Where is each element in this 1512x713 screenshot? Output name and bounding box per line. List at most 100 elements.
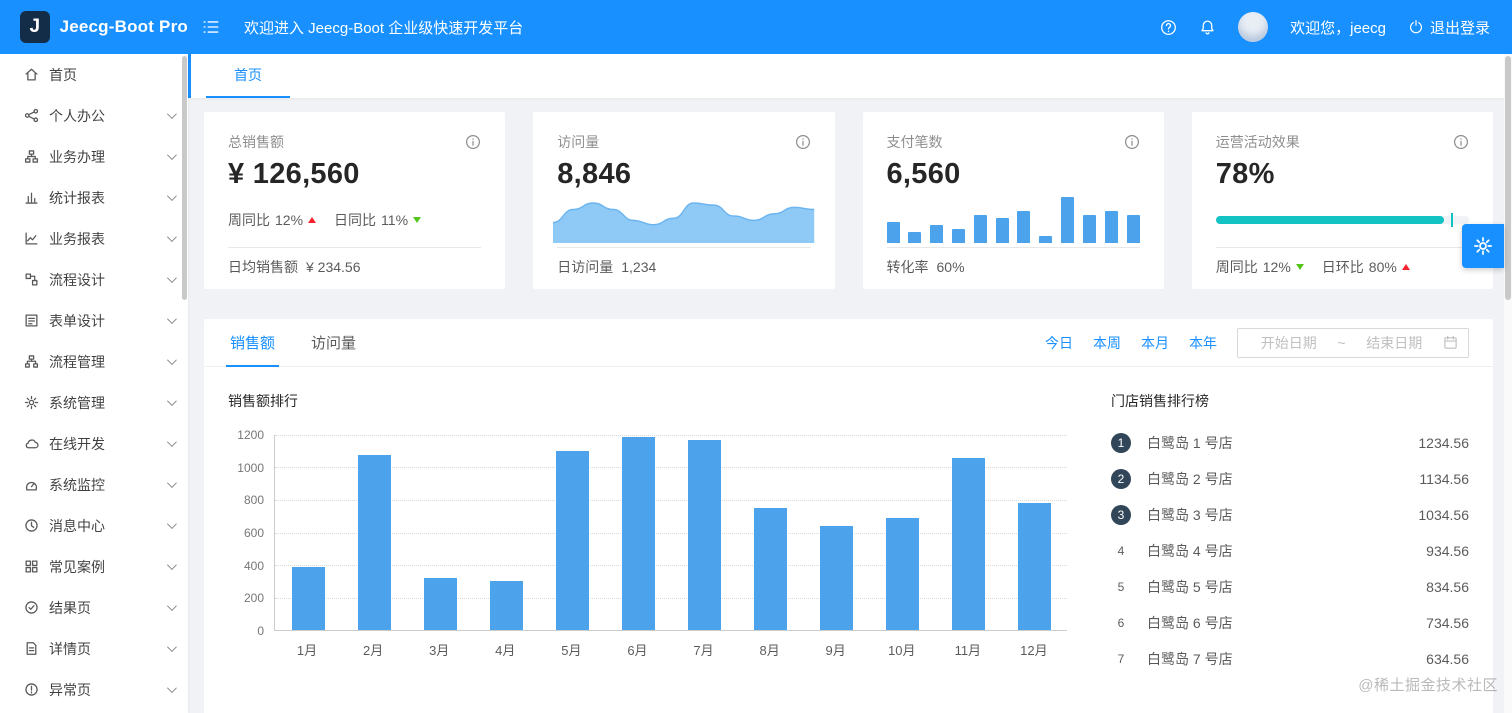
range-link-year[interactable]: 本年	[1189, 334, 1217, 351]
panel-body: 销售额排行 0 200 400 600 800 1000 1200 1月 2月 3月 4月 5月 6月…	[204, 367, 1493, 701]
sidebar-item-online-dev[interactable]: 在线开发	[0, 423, 188, 464]
payments-mini-bar	[1104, 211, 1118, 243]
sidebar-item-personal-office[interactable]: 个人办公	[0, 95, 188, 136]
sales-bar[interactable]	[885, 517, 919, 630]
page-scrollbar-thumb[interactable]	[1505, 56, 1511, 300]
sales-bar[interactable]	[489, 581, 523, 630]
bell-icon[interactable]	[1199, 19, 1216, 36]
sidebar-item-business-handle[interactable]: 业务办理	[0, 136, 188, 177]
card-value: ¥ 126,560	[228, 158, 360, 190]
ranking-row: 1 白鹭岛 1 号店 1234.56	[1111, 425, 1469, 461]
sidebar-item-label: 流程管理	[49, 353, 105, 370]
card-title: 总销售额	[228, 134, 284, 150]
logout-label: 退出登录	[1429, 19, 1490, 37]
stat-card-payments: 支付笔数 6,560 转化率 60%	[862, 112, 1164, 289]
stat-card-activity-effect: 运营活动效果 78% 周同比 12%	[1191, 112, 1493, 289]
collapse-menu-icon[interactable]	[202, 18, 220, 36]
x-tick-label: 12月	[1020, 643, 1048, 658]
tab-home[interactable]: 首页	[206, 54, 290, 98]
sidebar-item-label: 系统管理	[49, 394, 105, 411]
info-icon[interactable]	[795, 134, 811, 150]
range-link-week[interactable]: 本周	[1093, 334, 1121, 351]
grid-icon	[24, 559, 39, 574]
x-tick-label: 5月	[561, 643, 582, 658]
sales-bar[interactable]	[291, 566, 325, 630]
sidebar-item-message-center[interactable]: 消息中心	[0, 505, 188, 546]
help-icon[interactable]	[1160, 19, 1177, 36]
sales-bar[interactable]	[951, 457, 985, 630]
store-sales-value: 934.56	[1426, 543, 1469, 559]
page-scrollbar[interactable]	[1504, 54, 1512, 713]
footer-label: 日均销售额	[228, 259, 298, 275]
sales-bar[interactable]	[1017, 503, 1051, 630]
range-link-today[interactable]: 今日	[1045, 334, 1073, 351]
date-separator: ~	[1337, 334, 1346, 351]
caret-up-icon	[1401, 264, 1410, 270]
sidebar-item-process-design[interactable]: 流程设计	[0, 259, 188, 300]
avatar[interactable]	[1238, 12, 1269, 42]
x-tick-label: 10月	[888, 643, 916, 658]
trend-week-compare: 周同比 12%	[1216, 257, 1304, 277]
panel-tabs: 销售额 访问量	[212, 319, 374, 367]
stat-card-visits: 访问量 8,846 日访问量 1,234	[533, 112, 835, 289]
sidebar-item-business-report[interactable]: 业务报表	[0, 218, 188, 259]
chevron-down-icon	[166, 109, 177, 120]
sales-bar[interactable]	[819, 526, 853, 630]
panel-header: 销售额 访问量 今日 本周 本月 本年 开始日期 ~ 结束日期	[204, 319, 1493, 367]
sidebar-item-result-page[interactable]: 结果页	[0, 587, 188, 628]
sidebar-item-label: 首页	[49, 66, 77, 83]
chevron-down-icon	[166, 519, 177, 530]
main-content: 首页 总销售额 ¥ 126,560 周同比 12%	[188, 54, 1512, 713]
sales-bar[interactable]	[753, 508, 787, 630]
info-icon[interactable]	[465, 134, 481, 150]
sales-bar[interactable]	[555, 451, 589, 630]
sidebar-item-statistics-report[interactable]: 统计报表	[0, 177, 188, 218]
store-sales-value: 1034.56	[1418, 507, 1469, 523]
sales-bar[interactable]	[423, 578, 457, 630]
sidebar-item-exception-page[interactable]: 异常页	[0, 669, 188, 710]
sales-bar[interactable]	[357, 454, 391, 630]
ranking-row: 2 白鹭岛 2 号店 1134.56	[1111, 461, 1469, 497]
gridline	[275, 532, 1067, 534]
range-link-month[interactable]: 本月	[1141, 334, 1169, 351]
card-value: 6,560	[886, 158, 961, 190]
app-header: J Jeecg-Boot Pro 欢迎进入 Jeecg-Boot 企业级快速开发…	[0, 0, 1512, 54]
y-tick-label: 800	[243, 493, 264, 508]
info-icon[interactable]	[1124, 134, 1140, 150]
sidebar-item-system-manage[interactable]: 系统管理	[0, 382, 188, 423]
sidebar-item-detail-page[interactable]: 详情页	[0, 628, 188, 669]
store-name: 白鹭岛 6 号店	[1147, 615, 1233, 631]
store-name: 白鹭岛 3 号店	[1147, 507, 1233, 523]
y-axis: 0 200 400 600 800 1000 1200	[228, 428, 274, 638]
sales-bar[interactable]	[687, 439, 721, 630]
file-icon	[24, 641, 39, 656]
settings-gear-button[interactable]	[1462, 224, 1504, 268]
rank-badge: 4	[1117, 544, 1125, 558]
footer-value: 1,234	[621, 259, 657, 275]
logout-icon	[1408, 19, 1424, 35]
tabbar-accent-line	[188, 54, 191, 98]
page-scroll-area: 总销售额 ¥ 126,560 周同比 12% 日同比 11%	[188, 98, 1512, 713]
sidebar-item-form-design[interactable]: 表单设计	[0, 300, 188, 341]
info-icon[interactable]	[1453, 134, 1469, 150]
header-actions: 欢迎您，jeecg 退出登录	[1160, 12, 1512, 42]
divider	[886, 247, 1140, 248]
panel-tab-sales[interactable]: 销售额	[212, 319, 293, 367]
logout-button[interactable]: 退出登录	[1408, 17, 1490, 38]
sidebar-scrollbar[interactable]	[182, 56, 187, 300]
store-sales-value: 834.56	[1426, 579, 1469, 595]
rank-badge: 6	[1117, 616, 1125, 630]
ranking-row: 3 白鹭岛 3 号店 1034.56	[1111, 497, 1469, 533]
gridline	[275, 499, 1067, 501]
sales-bar[interactable]	[621, 436, 655, 630]
sidebar-item-system-monitor[interactable]: 系统监控	[0, 464, 188, 505]
store-sales-value: 1134.56	[1419, 471, 1469, 487]
sidebar-item-home[interactable]: 首页	[0, 54, 188, 95]
panel-tab-visits[interactable]: 访问量	[311, 335, 357, 352]
sidebar-item-process-manage[interactable]: 流程管理	[0, 341, 188, 382]
card-title: 支付笔数	[886, 134, 943, 150]
date-range-picker[interactable]: 开始日期 ~ 结束日期	[1237, 327, 1469, 358]
logo[interactable]: J Jeecg-Boot Pro	[0, 11, 188, 43]
sidebar-item-common-cases[interactable]: 常见案例	[0, 546, 188, 587]
rank-badge: 3	[1111, 505, 1131, 525]
